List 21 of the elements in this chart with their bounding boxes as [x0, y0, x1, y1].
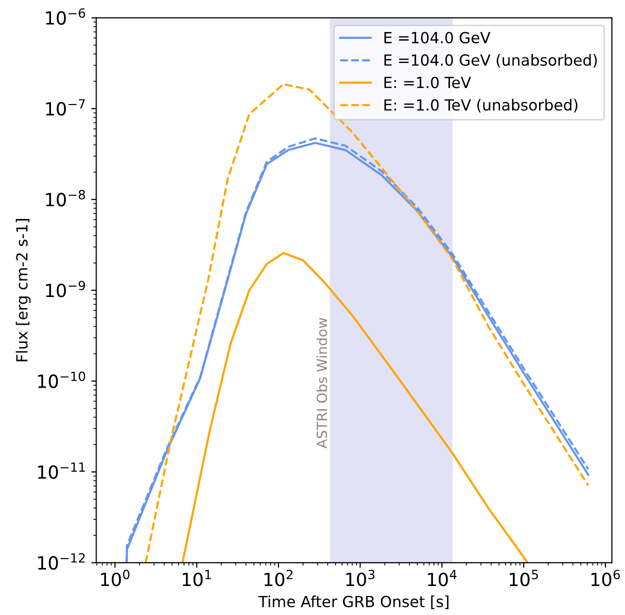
y-tick-label: 10$^{−12}$ — [38, 553, 85, 570]
legend-label: E =104.0 GeV — [384, 32, 490, 44]
x-tick-label: 10$^{5}$ — [510, 570, 538, 586]
x-tick-label: 10$^{1}$ — [182, 570, 211, 586]
y-tick-label: 10$^{−7}$ — [46, 99, 85, 116]
x-axis-title: Time After GRB Onset [s] — [258, 595, 448, 610]
y-tick-label: 10$^{−8}$ — [46, 190, 86, 206]
y-tick-label: 10$^{−11}$ — [38, 462, 85, 479]
y-tick-label: 10$^{−9}$ — [46, 280, 85, 298]
x-tick-label: 10$^{3}$ — [346, 570, 374, 586]
legend-label: E: =1.0 TeV — [384, 76, 472, 88]
x-tick-label: 10$^{2}$ — [264, 570, 292, 586]
x-tick-label: 10$^{4}$ — [428, 570, 457, 586]
band-label: ASTRI Obs Window — [316, 318, 328, 448]
y-tick-label: 10$^{−10}$ — [38, 372, 86, 388]
x-tick-label: 10$^{0}$ — [101, 570, 130, 586]
x-tick-label: 10$^{6}$ — [591, 570, 620, 586]
legend-label: E: =1.0 TeV (unabsorbed) — [384, 98, 578, 112]
y-axis-title: Flux [erg cm-2 s-1] — [16, 219, 31, 362]
legend-label: E =104.0 GeV (unabsorbed) — [384, 54, 597, 68]
y-tick-label: 10$^{−6}$ — [46, 8, 86, 25]
